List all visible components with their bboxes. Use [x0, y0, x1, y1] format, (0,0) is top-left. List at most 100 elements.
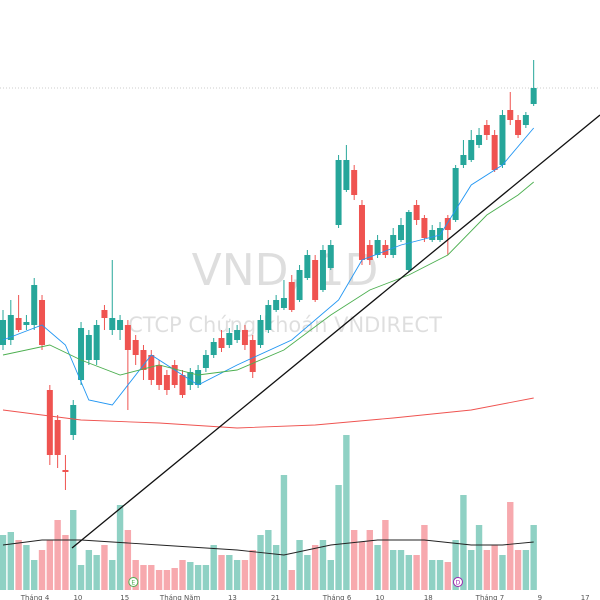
- candle-body: [468, 140, 475, 160]
- candle-body: [179, 375, 186, 395]
- volume-bar: [522, 550, 530, 590]
- event-label: D: [456, 580, 461, 587]
- candle-body: [85, 335, 92, 360]
- candle-body: [257, 320, 264, 345]
- watermark-symbol: VND, 1D: [192, 245, 379, 296]
- volume-bar: [491, 545, 498, 590]
- volume-bar: [272, 545, 280, 590]
- candle-body: [288, 282, 295, 310]
- candle-body: [202, 355, 209, 368]
- candle-body: [93, 325, 100, 360]
- volume-bar: [179, 560, 186, 590]
- volume-bar: [460, 495, 467, 590]
- candle-body: [351, 170, 358, 195]
- volume-bar: [382, 520, 389, 590]
- volume-bar: [0, 535, 7, 590]
- volume-bar: [389, 550, 397, 590]
- volume-bar: [31, 560, 38, 590]
- candle-body: [413, 205, 420, 220]
- x-tick-label: 13: [228, 594, 237, 600]
- volume-bar: [421, 525, 428, 590]
- volume-bar: [374, 545, 381, 590]
- candle-body: [507, 110, 514, 120]
- volume-bar: [265, 530, 272, 590]
- volume-bar: [452, 540, 459, 590]
- candle-body: [171, 365, 178, 385]
- trend-line: [71, 114, 600, 549]
- x-tick-label: Tháng 4: [20, 594, 50, 600]
- x-tick-label: 9: [538, 594, 542, 600]
- volume-bar: [335, 485, 342, 590]
- x-tick-label: Tháng Năm: [159, 594, 201, 600]
- candle-body: [491, 135, 498, 170]
- volume-bar: [280, 475, 288, 590]
- volume-bar: [304, 555, 311, 590]
- volume-bar: [288, 570, 295, 590]
- volume-bar: [116, 505, 124, 590]
- volume-bar: [483, 550, 491, 590]
- candle-body: [210, 342, 217, 355]
- volume-bar: [132, 560, 139, 590]
- volume-bar: [202, 565, 210, 590]
- candle-body: [374, 240, 381, 255]
- x-tick-label: 18: [424, 594, 433, 600]
- volume-bar: [93, 555, 100, 590]
- ma-line: [2, 539, 534, 556]
- volume-bar: [413, 555, 420, 590]
- candle-body: [195, 370, 202, 385]
- ma-line: [2, 397, 534, 429]
- event-label: E: [131, 580, 135, 587]
- candle-body: [437, 228, 444, 240]
- volume-bar: [429, 560, 436, 590]
- x-tick-label: Tháng 7: [475, 594, 505, 600]
- event-marker: [452, 577, 463, 587]
- candle-body: [452, 168, 459, 220]
- candle-body: [7, 315, 14, 340]
- volume-bar: [148, 565, 155, 590]
- candle-body: [218, 338, 225, 348]
- x-tick-label: 17: [581, 594, 590, 600]
- candle-body: [273, 300, 280, 310]
- candle-body: [101, 310, 108, 318]
- candle-body: [31, 285, 38, 325]
- candle-body: [366, 245, 373, 260]
- candle-body: [319, 250, 326, 290]
- candle-body: [132, 340, 139, 355]
- volume-bar: [194, 565, 202, 590]
- candle-body: [39, 300, 46, 345]
- volume-bar: [7, 532, 15, 590]
- candle-body: [265, 305, 272, 330]
- volume-bar: [499, 555, 506, 590]
- volume-bar: [514, 550, 522, 590]
- candle-body: [429, 230, 436, 240]
- volume-bar: [109, 560, 116, 590]
- candle-body: [163, 375, 170, 390]
- candle-body: [421, 218, 428, 238]
- ma-line: [2, 181, 534, 376]
- volume-bar: [233, 560, 241, 590]
- candle-body: [483, 125, 490, 135]
- volume-bar: [187, 562, 194, 590]
- volume-bar: [249, 550, 256, 590]
- candle-body: [515, 120, 522, 135]
- x-tick-label: 15: [120, 594, 129, 600]
- x-tick-label: Tháng 6: [322, 594, 352, 600]
- x-tick-label: 10: [73, 594, 82, 600]
- candle-body: [476, 135, 483, 145]
- volume-bar: [507, 502, 514, 590]
- candle-body: [23, 322, 30, 325]
- candle-body: [296, 270, 303, 300]
- volume-bar: [350, 530, 358, 590]
- candle-body: [304, 255, 311, 278]
- volume-bar: [296, 540, 303, 590]
- candle-body: [499, 115, 506, 165]
- candle-body: [156, 365, 163, 385]
- volume-bar: [155, 570, 163, 590]
- volume-bar: [210, 545, 217, 590]
- volume-bar: [140, 565, 147, 590]
- candle-body: [530, 88, 537, 104]
- volume-pane: [0, 435, 537, 590]
- x-tick-label: 21: [271, 594, 280, 600]
- candle-body: [117, 320, 124, 330]
